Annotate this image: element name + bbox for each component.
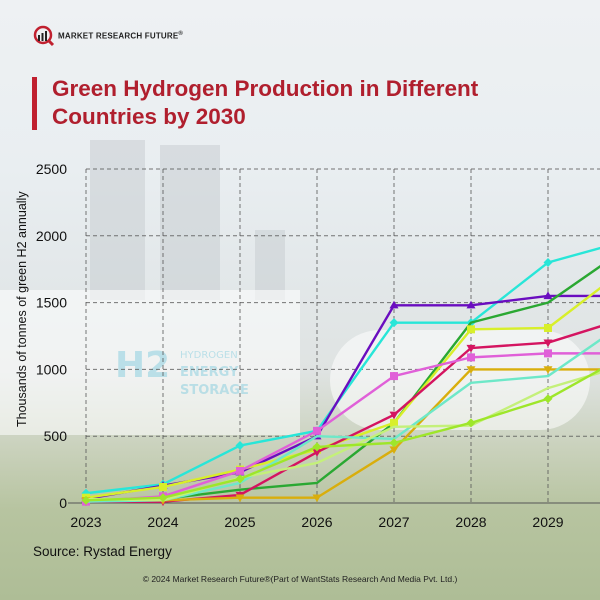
x-tick-label: 2026: [301, 514, 332, 530]
y-tick-label: 2500: [36, 161, 67, 177]
series-line: [85, 352, 600, 503]
data-point-diamond: [543, 258, 553, 268]
logo-text: MARKET RESEARCH FUTURE®: [58, 31, 184, 41]
series-lines: [81, 246, 600, 507]
title-line-2: Countries by 2030: [52, 104, 246, 129]
tick-labels: 0 500 1000 1500 2000 2500 2023 2024 2025 2026 2027…: [36, 161, 564, 530]
series-series-d: [82, 286, 600, 502]
data-point-triangle-down: [466, 366, 476, 374]
data-point-square: [544, 323, 552, 332]
data-point-diamond: [389, 318, 399, 328]
data-point-triangle-down: [235, 494, 245, 503]
tank-label-1: HYDROGEN: [180, 350, 238, 361]
data-point-square: [236, 466, 244, 475]
copyright-footer: © 2024 Market Research Future®(Part of W…: [142, 574, 458, 584]
y-tick-label: 2000: [36, 228, 67, 244]
x-tick-label: 2029: [532, 514, 563, 530]
series-line: [85, 286, 600, 499]
series-series-j: [81, 368, 600, 505]
data-point-triangle-up: [389, 300, 399, 309]
series-line: [85, 246, 600, 495]
background-building: [160, 145, 220, 300]
grid-lines: [85, 168, 600, 503]
x-tick-label: 2024: [147, 514, 178, 530]
logo-icon: [33, 25, 55, 47]
data-point-square: [390, 418, 398, 427]
y-tick-label: 1000: [36, 361, 67, 377]
brand-logo: MARKET RESEARCH FUTURE®: [33, 25, 183, 47]
tank-label-2: ENERGY: [180, 365, 239, 380]
data-point-square: [544, 349, 552, 358]
x-tick-label: 2023: [70, 514, 101, 530]
data-point-square: [390, 372, 398, 381]
y-tick-label: 500: [44, 428, 68, 444]
data-point-triangle-down: [389, 411, 399, 420]
y-tick-label: 1500: [36, 295, 67, 311]
data-point-triangle-down: [389, 446, 399, 455]
x-tick-label: 2025: [224, 514, 255, 530]
x-tick-label: 2027: [378, 514, 409, 530]
h2-background-mark: H2: [115, 345, 171, 386]
y-tick-label: 0: [59, 495, 67, 511]
title-line-1: Green Hydrogen Production in Different: [52, 76, 479, 101]
data-point-diamond: [312, 442, 322, 452]
data-point-square: [467, 325, 475, 334]
data-point-square: [313, 426, 321, 435]
data-point-triangle-down: [312, 494, 322, 503]
tank-label-3: STORAGE: [180, 383, 249, 398]
data-point-diamond: [389, 438, 399, 448]
data-point-diamond: [158, 493, 168, 503]
y-axis-label: Thousands of tonnes of green H2 annually: [15, 191, 29, 427]
source-note: Source: Rystad Energy: [33, 544, 172, 559]
data-point-diamond: [235, 441, 245, 451]
series-line: [85, 368, 600, 502]
series-series-b: [81, 291, 600, 503]
series-line: [86, 368, 600, 502]
data-point-triangle-down: [543, 366, 553, 374]
data-point-diamond: [235, 474, 245, 484]
data-point-diamond: [81, 495, 91, 505]
chart-title: Green Hydrogen Production in Different C…: [52, 75, 478, 131]
data-point-triangle-up: [466, 300, 476, 309]
data-point-triangle-down: [543, 339, 553, 348]
data-point-triangle-down: [466, 344, 476, 353]
data-point-triangle-down: [312, 449, 322, 457]
data-point-diamond: [466, 418, 476, 428]
data-point-diamond: [543, 394, 553, 404]
data-point-square: [159, 482, 167, 491]
series-series-e: [81, 325, 600, 507]
title-accent-bar: [32, 77, 37, 130]
data-point-square: [467, 353, 475, 362]
background-storage-container: [0, 290, 300, 435]
background-building: [255, 230, 285, 300]
background-building: [90, 140, 145, 300]
x-tick-label: 2028: [455, 514, 486, 530]
data-point-triangle-up: [543, 291, 553, 300]
